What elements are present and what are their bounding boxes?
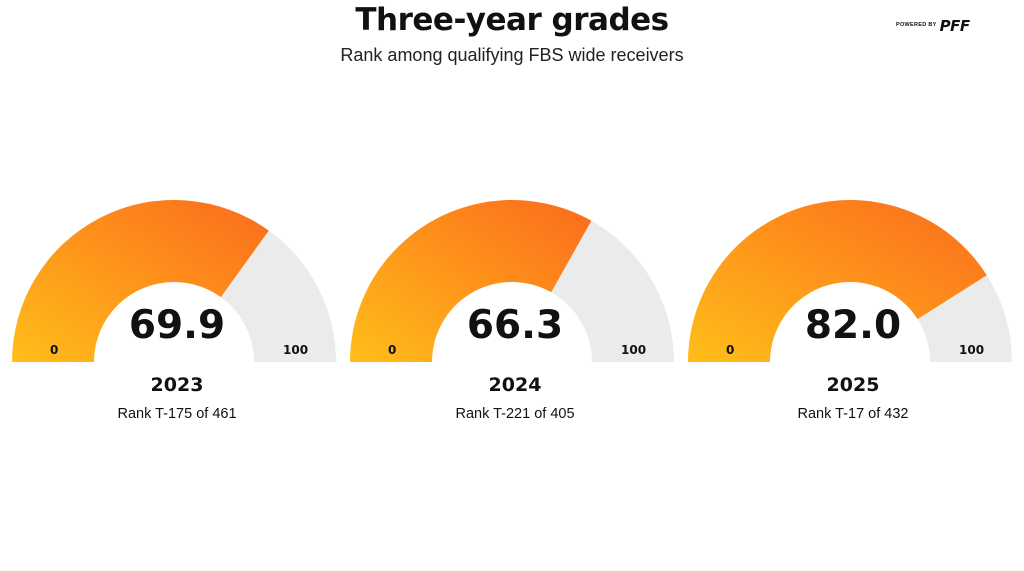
logo-brand: PFF xyxy=(939,16,971,35)
gauge-value-label: 66.3 xyxy=(466,303,564,348)
gauge-fill xyxy=(12,200,269,362)
gauge-2023: 69.9 0 100 2023 Rank T-175 of 461 xyxy=(12,190,342,430)
gauge-rank-label: Rank T-17 of 432 xyxy=(797,406,909,422)
gauge-year-label: 2024 xyxy=(488,374,542,396)
gauge-max-label: 100 xyxy=(621,343,647,357)
gauge-min-label: 0 xyxy=(726,343,735,357)
gauge-2024-svg xyxy=(350,199,674,362)
gauge-rank-label: Rank T-175 of 461 xyxy=(117,406,237,422)
gauge-fill xyxy=(350,199,592,362)
gauge-value-label: 82.0 xyxy=(804,303,902,348)
gauge-year-label: 2025 xyxy=(826,374,880,396)
gauge-2024: 66.3 0 100 2024 Rank T-221 of 405 xyxy=(350,190,680,430)
gauge-2025-svg xyxy=(688,200,1012,362)
gauge-track xyxy=(551,220,674,362)
gauge-max-label: 100 xyxy=(283,343,309,357)
chart-title: Three-year grades xyxy=(355,2,669,38)
gauge-max-label: 100 xyxy=(959,343,985,357)
gauge-min-label: 0 xyxy=(388,343,397,357)
gauge-2025: 82.0 0 100 2025 Rank T-17 of 432 xyxy=(688,190,1018,430)
gauge-min-label: 0 xyxy=(50,343,59,357)
gauge-year-label: 2023 xyxy=(150,374,204,396)
gauge-value-label: 69.9 xyxy=(128,303,226,348)
gauge-rank-label: Rank T-221 of 405 xyxy=(455,406,575,422)
gauge-2023-svg xyxy=(12,200,336,362)
logo-powered-by: POWERED BY xyxy=(896,22,937,29)
pff-logo: POWERED BY PFF xyxy=(896,18,992,34)
gauge-track xyxy=(917,275,1012,362)
gauge-track xyxy=(220,230,336,362)
gauge-fill xyxy=(688,200,987,362)
chart-subtitle: Rank among qualifying FBS wide receivers xyxy=(340,45,684,65)
